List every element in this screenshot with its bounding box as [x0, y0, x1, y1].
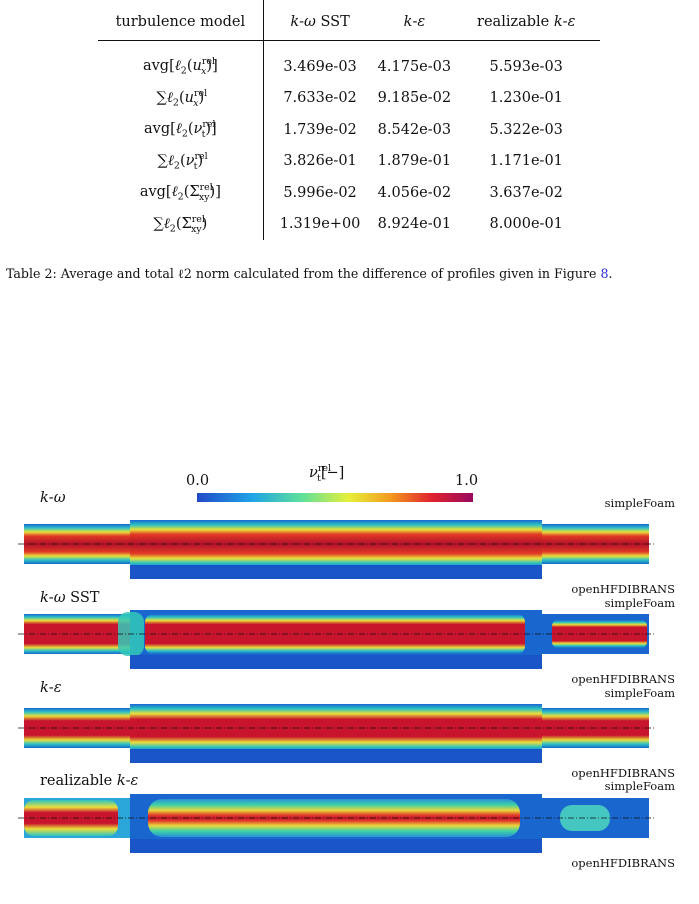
- caption-end: .: [608, 266, 613, 281]
- row-label: avg[ℓ2(urelx)]: [98, 40, 264, 83]
- header-realizable-ke: realizable k-ε: [477, 14, 576, 30]
- table-row: ∑ℓ2(νrelt) 3.826e-01 1.879e-01 1.171e-01: [98, 145, 600, 177]
- panel-k-omega-sst: k-ω SST simpleFoam: [0, 590, 699, 690]
- panel-title: k-ω SST: [40, 590, 100, 606]
- table-row: ∑ℓ2(Σrelxy) 1.319e+00 8.924e-01 8.000e-0…: [98, 208, 600, 240]
- panel-title: k-ε: [40, 680, 62, 696]
- row-label: ∑ℓ2(urelx): [98, 82, 264, 114]
- simplefoam-label: simpleFoam: [604, 686, 675, 700]
- table-cell: 4.056e-02: [377, 184, 452, 201]
- table-cell: 4.175e-03: [377, 58, 452, 75]
- panel-title: realizable k-ε: [40, 773, 139, 789]
- simplefoam-label: simpleFoam: [604, 779, 675, 793]
- nu-field-plot: [18, 794, 655, 853]
- colorbar: [197, 493, 473, 502]
- table-row: avg[ℓ2(urelx)] 3.469e-03 4.175e-03 5.593…: [98, 40, 600, 83]
- simplefoam-label: simpleFoam: [604, 496, 675, 510]
- panel-title: k-ω: [40, 490, 66, 506]
- table-caption: Table 2: Average and total ℓ2 norm calcu…: [6, 266, 696, 282]
- table-cell: 1.879e-01: [377, 153, 452, 170]
- openhfdibrans-label: openHFDIBRANS: [571, 582, 675, 596]
- table-cell: 1.319e+00: [279, 216, 361, 233]
- table-cell: 8.542e-03: [377, 121, 452, 138]
- table-cell: 5.593e-03: [489, 58, 563, 75]
- header-kw-sst: k-ω SST: [290, 14, 350, 30]
- row-label: ∑ℓ2(νrelt): [98, 145, 264, 177]
- openhfdibrans-label: openHFDIBRANS: [571, 856, 675, 870]
- table-cell: 3.469e-03: [283, 58, 357, 75]
- table-row: ∑ℓ2(urelx) 7.633e-02 9.185e-02 1.230e-01: [98, 82, 600, 114]
- row-label: avg[ℓ2(νrelt)]: [98, 114, 264, 146]
- table-cell: 9.185e-02: [377, 90, 452, 107]
- table-cell: 5.996e-02: [283, 184, 357, 201]
- table-cell: 5.322e-03: [489, 121, 563, 138]
- table-cell: 3.637e-02: [489, 184, 563, 201]
- colorbar-min-label: 0.0: [186, 473, 210, 489]
- table-row: avg[ℓ2(νrelt)] 1.739e-02 8.542e-03 5.322…: [98, 114, 600, 146]
- panel-k-omega: k-ω simpleFoam o: [0, 490, 699, 596]
- nu-field-plot: [18, 520, 655, 579]
- table-cell: 1.171e-01: [489, 153, 563, 170]
- table-cell: 1.739e-02: [283, 121, 357, 138]
- results-table: turbulence model k-ω SST k-ε realizable …: [98, 0, 600, 240]
- table-cell: 3.826e-01: [283, 153, 357, 170]
- table-cell: 8.000e-01: [489, 216, 563, 233]
- table-cell: 1.230e-01: [489, 90, 563, 107]
- results-table-container: turbulence model k-ω SST k-ε realizable …: [98, 0, 600, 240]
- openhfdibrans-label: openHFDIBRANS: [571, 672, 675, 686]
- header-turbulence-model: turbulence model: [98, 0, 264, 41]
- table-header-row: turbulence model k-ω SST k-ε realizable …: [98, 0, 600, 41]
- panel-realizable-k-epsilon: realizable k-ε simpleFoam: [0, 773, 699, 873]
- panel-k-epsilon: k-ε simpleFoam openHFDIBRAN: [0, 680, 699, 780]
- nu-field-figure: 0.0 νrelt[−] 1.0 k-ω simpleFoam: [0, 463, 699, 880]
- colorbar-max-label: 1.0: [455, 473, 479, 489]
- header-ke: k-ε: [403, 14, 426, 30]
- row-label: ∑ℓ2(Σrelxy): [98, 208, 264, 240]
- table-cell: 7.633e-02: [283, 90, 357, 107]
- table-row: avg[ℓ2(Σrelxy)] 5.996e-02 4.056e-02 3.63…: [98, 177, 600, 209]
- nu-field-plot: [18, 704, 655, 763]
- caption-text: Table 2: Average and total ℓ2 norm calcu…: [6, 266, 601, 281]
- simplefoam-label: simpleFoam: [604, 596, 675, 610]
- openhfdibrans-label: openHFDIBRANS: [571, 766, 675, 780]
- table-cell: 8.924e-01: [377, 216, 452, 233]
- colorbar-title: νrelt[−]: [309, 463, 345, 484]
- nu-field-plot: [18, 610, 655, 669]
- row-label: avg[ℓ2(Σrelxy)]: [98, 177, 264, 209]
- figure-link[interactable]: 8: [600, 266, 609, 281]
